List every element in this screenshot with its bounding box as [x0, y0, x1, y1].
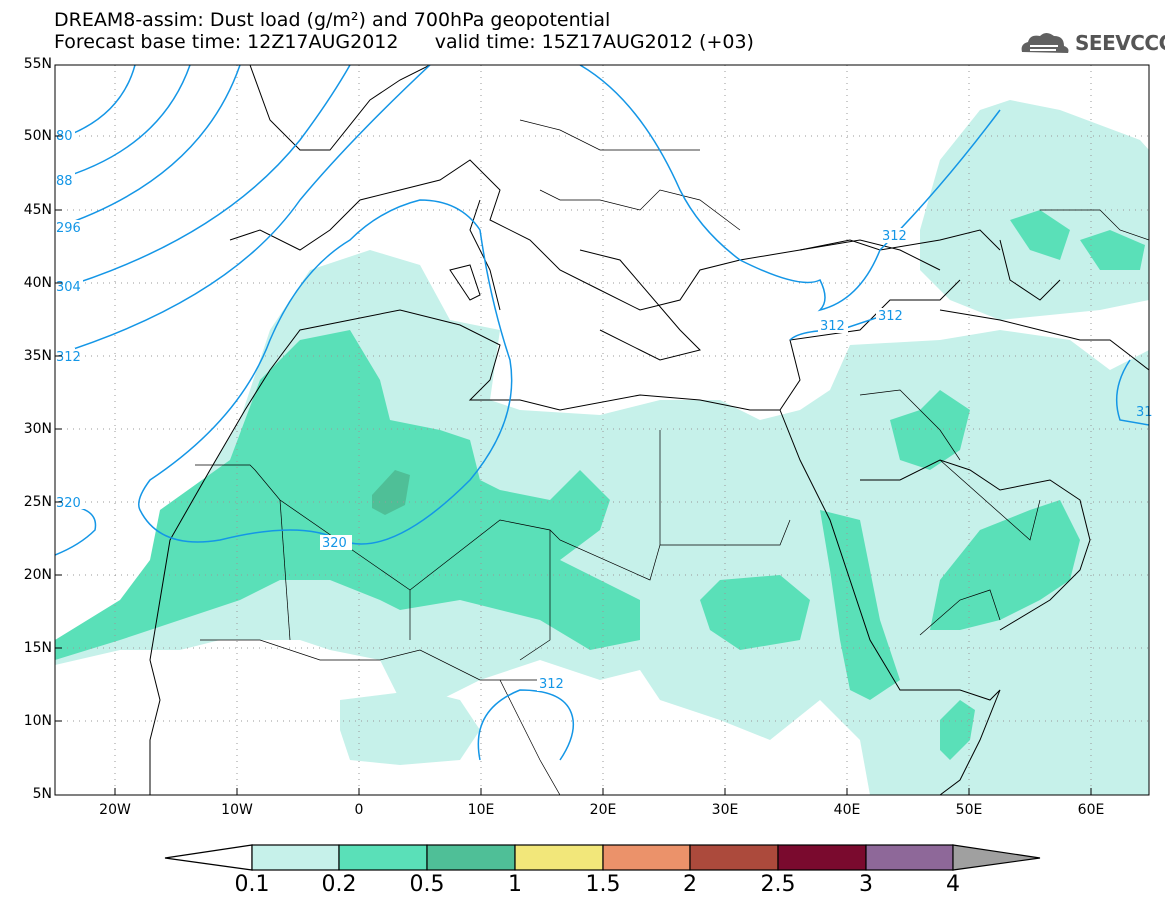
contour-label: 312 — [878, 309, 903, 324]
lon-label: 10E — [467, 802, 495, 818]
colorbar-label: 1 — [508, 872, 522, 897]
coastlines — [149, 65, 1149, 795]
colorbar-swatch — [426, 844, 516, 871]
lon-label: 40E — [833, 802, 861, 818]
dust-region-medium — [1010, 210, 1070, 260]
lon-label: 10W — [221, 802, 253, 818]
colorbar-swatch — [689, 844, 779, 871]
dust-region-light — [340, 690, 480, 765]
lat-label: 20N — [23, 567, 52, 583]
contour-label: 312 — [56, 350, 81, 365]
colorbar-label: 1.5 — [585, 872, 621, 897]
lat-label: 50N — [23, 128, 52, 144]
graticule — [55, 65, 1149, 795]
colorbar-swatch — [338, 844, 428, 871]
cloud-logo-icon — [1021, 33, 1069, 53]
lat-label: 40N — [23, 275, 52, 291]
colorbar-label: 3 — [859, 872, 873, 897]
lat-label: 45N — [23, 202, 52, 218]
lon-label: 60E — [1077, 802, 1105, 818]
contour-label-group: 80 88 296 304 312 320 320 312 312 312 31… — [55, 128, 1153, 692]
dust-region-medium — [890, 390, 970, 470]
country-borders — [195, 119, 1149, 795]
contour-label: 320 — [56, 496, 81, 511]
lat-label: 25N — [23, 494, 52, 510]
contour-label: 312 — [820, 319, 845, 334]
lat-label: 30N — [23, 421, 52, 437]
dust-region-medium — [1080, 230, 1145, 270]
contour-label: 296 — [56, 221, 81, 236]
colorbar-max-arrow — [952, 844, 1041, 871]
lon-label: 20E — [589, 802, 617, 818]
colorbar-swatch — [251, 844, 340, 871]
contour-label: 88 — [56, 174, 73, 189]
map-subtitle: Forecast base time: 12Z17AUG2012 valid t… — [54, 31, 754, 53]
lon-label: 50E — [955, 802, 983, 818]
dust-region-light — [920, 100, 1149, 320]
colorbar-label: 0.5 — [409, 872, 445, 897]
contour-label: 312 — [882, 229, 907, 244]
colorbar-swatch — [865, 844, 954, 871]
colorbar-swatch — [602, 844, 691, 871]
contour-label: 80 — [56, 129, 73, 144]
lat-label: 5N — [32, 786, 52, 802]
lat-label: 55N — [23, 56, 52, 72]
colorbar-label: 2 — [683, 872, 697, 897]
contour-label: 304 — [56, 280, 81, 295]
lon-label: 30E — [711, 802, 739, 818]
colorbar-label: 4 — [946, 872, 960, 897]
colorbar-min-arrow — [164, 844, 253, 871]
contour-label: 320 — [322, 536, 347, 551]
lat-label: 35N — [23, 348, 52, 364]
colorbar — [164, 844, 1041, 871]
dust-region-medium — [55, 330, 640, 660]
contour-label: 312 — [539, 677, 564, 692]
colorbar-swatch — [777, 844, 867, 871]
lon-label: 20W — [99, 802, 131, 818]
colorbar-label: 0.1 — [234, 872, 270, 897]
axis-ticks — [55, 135, 1092, 795]
lon-label: 0 — [354, 802, 364, 818]
map-frame — [54, 64, 1150, 796]
lat-label: 15N — [23, 640, 52, 656]
dust-region-medium — [940, 700, 975, 760]
logo-text: SEEVCCC — [1075, 31, 1165, 55]
colorbar-label: 2.5 — [760, 872, 796, 897]
colorbar-label: 0.2 — [321, 872, 357, 897]
lat-label: 10N — [23, 713, 52, 729]
colorbar-swatch — [514, 844, 604, 871]
dust-region-medium — [700, 575, 810, 650]
dust-region-medium — [820, 510, 900, 700]
contour-label: 31 — [1136, 405, 1153, 420]
map-title: DREAM8-assim: Dust load (g/m²) and 700hP… — [54, 9, 611, 31]
dust-region-dense — [372, 470, 410, 515]
